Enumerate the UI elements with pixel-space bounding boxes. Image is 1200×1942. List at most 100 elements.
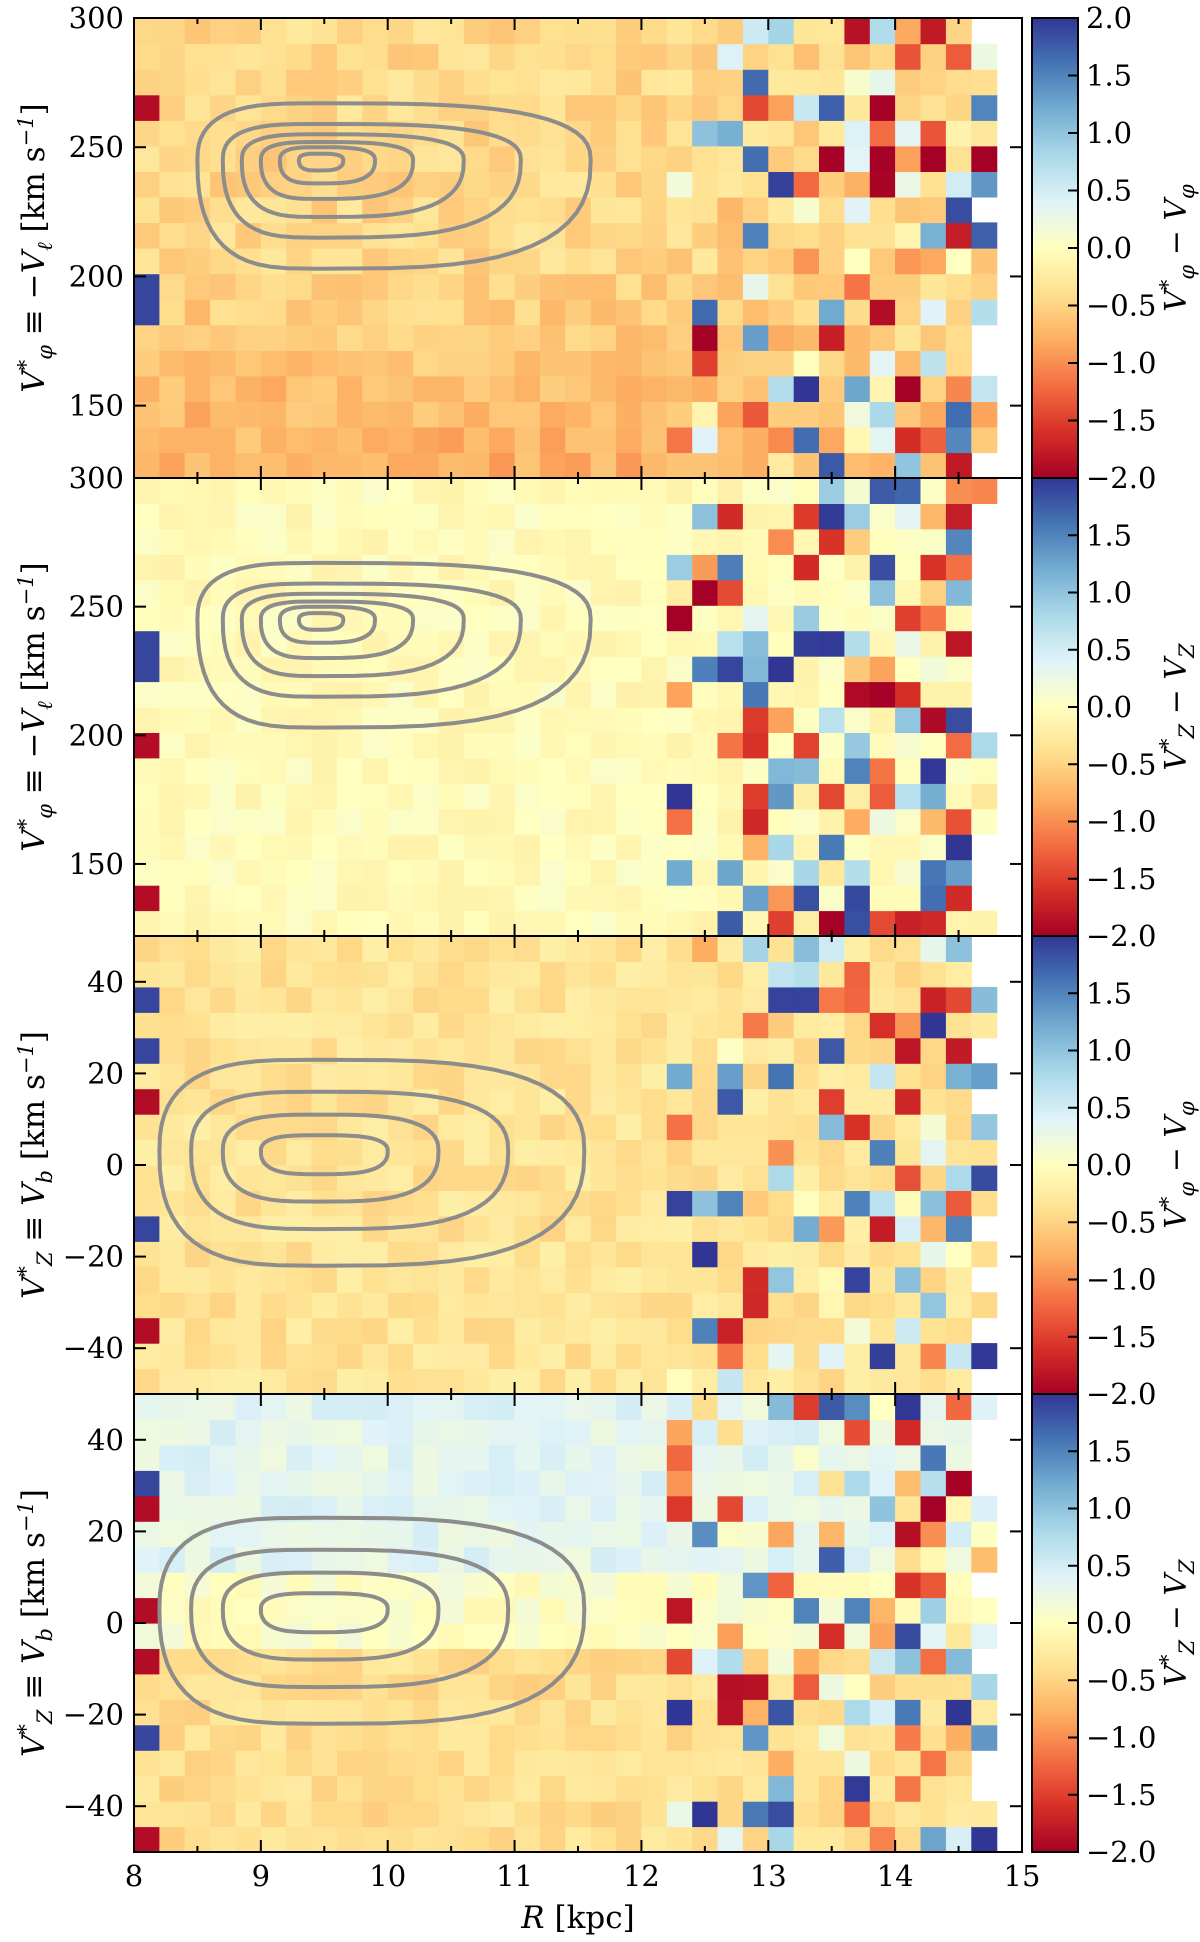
heatmap-cell	[895, 1801, 922, 1828]
heatmap-cell	[514, 1190, 541, 1217]
heatmap-cell	[590, 1470, 617, 1497]
heatmap-cell	[616, 18, 643, 45]
heatmap-cell	[869, 299, 896, 326]
heatmap-cell	[134, 579, 160, 606]
colorbar-tick-label: 2.0	[1086, 1, 1132, 35]
heatmap-cells	[134, 936, 998, 1394]
heatmap-cell	[920, 1037, 947, 1064]
heatmap-cell	[463, 1012, 490, 1039]
heatmap-cell	[616, 656, 643, 683]
heatmap-cell	[413, 630, 440, 657]
heatmap-cell	[311, 808, 338, 835]
heatmap-cell	[895, 1343, 922, 1370]
heatmap-cell	[286, 18, 313, 45]
heatmap-cell	[565, 1597, 592, 1624]
heatmap-cell	[362, 961, 389, 988]
heatmap-cell	[489, 757, 516, 784]
heatmap-cell	[666, 834, 693, 861]
heatmap-cell	[514, 1597, 541, 1624]
heatmap-cell	[742, 1343, 769, 1370]
heatmap-cell	[616, 707, 643, 733]
heatmap-cell	[539, 1037, 566, 1064]
heatmap-cell	[362, 1750, 389, 1777]
heatmap-cell	[971, 222, 998, 249]
heatmap-cell	[514, 503, 541, 530]
heatmap-cell	[742, 579, 769, 606]
heatmap-cell	[387, 961, 414, 988]
heatmap-cell	[413, 1648, 440, 1675]
heatmap-cell	[742, 808, 769, 835]
heatmap-cell	[337, 885, 363, 912]
colorbar-tick-label: −2.0	[1086, 1835, 1156, 1869]
heatmap-cell	[590, 324, 617, 351]
heatmap-cell	[311, 1012, 338, 1039]
colorbar-tick-label: −1.0	[1086, 1721, 1156, 1755]
heatmap-cell	[337, 1165, 363, 1191]
heatmap-cell	[768, 1597, 795, 1624]
heatmap-cell	[539, 528, 566, 555]
heatmap-cell	[463, 1444, 490, 1471]
heatmap-cell	[337, 1419, 363, 1446]
heatmap-cell	[666, 1673, 693, 1700]
heatmap-cell	[260, 1419, 287, 1446]
heatmap-cell	[768, 961, 795, 988]
heatmap-cell	[337, 375, 363, 402]
heatmap-cell	[387, 707, 414, 733]
heatmap-cell	[844, 1648, 871, 1675]
heatmap-cell	[590, 273, 617, 300]
heatmap-cell	[438, 783, 465, 810]
heatmap-cell	[387, 1521, 414, 1548]
heatmap-cell	[134, 1165, 160, 1191]
heatmap-cell	[286, 43, 313, 70]
heatmap-cell	[413, 350, 440, 377]
heatmap-cell	[489, 1343, 516, 1370]
heatmap-cell	[819, 757, 845, 784]
heatmap-cell	[717, 936, 744, 962]
heatmap-cell	[514, 324, 541, 351]
heatmap-cell	[489, 1037, 516, 1064]
heatmap-cell	[489, 478, 516, 504]
heatmap-cell	[463, 936, 490, 962]
heatmap-cell	[666, 1801, 693, 1828]
heatmap-cell	[387, 18, 414, 45]
heatmap-cell	[590, 707, 617, 733]
heatmap-cell	[489, 885, 516, 912]
heatmap-cell	[184, 986, 211, 1013]
heatmap-cell	[489, 936, 516, 962]
heatmap-cell	[159, 401, 186, 428]
heatmap-cell	[337, 1521, 363, 1548]
heatmap-cell	[945, 69, 972, 96]
heatmap-cell	[819, 171, 845, 198]
heatmap-cell	[159, 1521, 186, 1548]
heatmap-cell	[920, 783, 947, 810]
heatmap-cell	[717, 1419, 744, 1446]
heatmap-cell	[742, 1266, 769, 1293]
heatmap-cell	[895, 1623, 922, 1649]
heatmap-cell	[387, 859, 414, 886]
heatmap-cell	[260, 1521, 287, 1548]
heatmap-cell	[539, 375, 566, 402]
heatmap-cell	[844, 1241, 871, 1268]
heatmap-cell	[692, 656, 719, 683]
heatmap-cell	[895, 299, 922, 326]
heatmap-cell	[565, 1495, 592, 1522]
heatmap-cell	[489, 808, 516, 835]
heatmap-cell	[210, 401, 237, 428]
heatmap-cell	[869, 478, 896, 504]
heatmap-cell	[260, 1470, 287, 1497]
heatmap-cell	[869, 1114, 896, 1141]
heatmap-cell	[742, 554, 769, 581]
heatmap-cell	[159, 1801, 186, 1828]
colorbar-tick-label: 1.0	[1086, 116, 1132, 150]
heatmap-cell	[692, 1673, 719, 1700]
heatmap-cell	[768, 910, 795, 936]
heatmap-cell	[641, 1190, 668, 1217]
heatmap-cell	[565, 1801, 592, 1828]
heatmap-cell	[311, 426, 338, 454]
heatmap-cell	[793, 757, 820, 784]
colorbar-label: V*Z − VZ	[1156, 1559, 1199, 1687]
contour-line	[220, 121, 523, 240]
heatmap-cell	[920, 69, 947, 96]
heatmap-cell	[311, 1266, 338, 1293]
heatmap-cell	[260, 375, 287, 402]
